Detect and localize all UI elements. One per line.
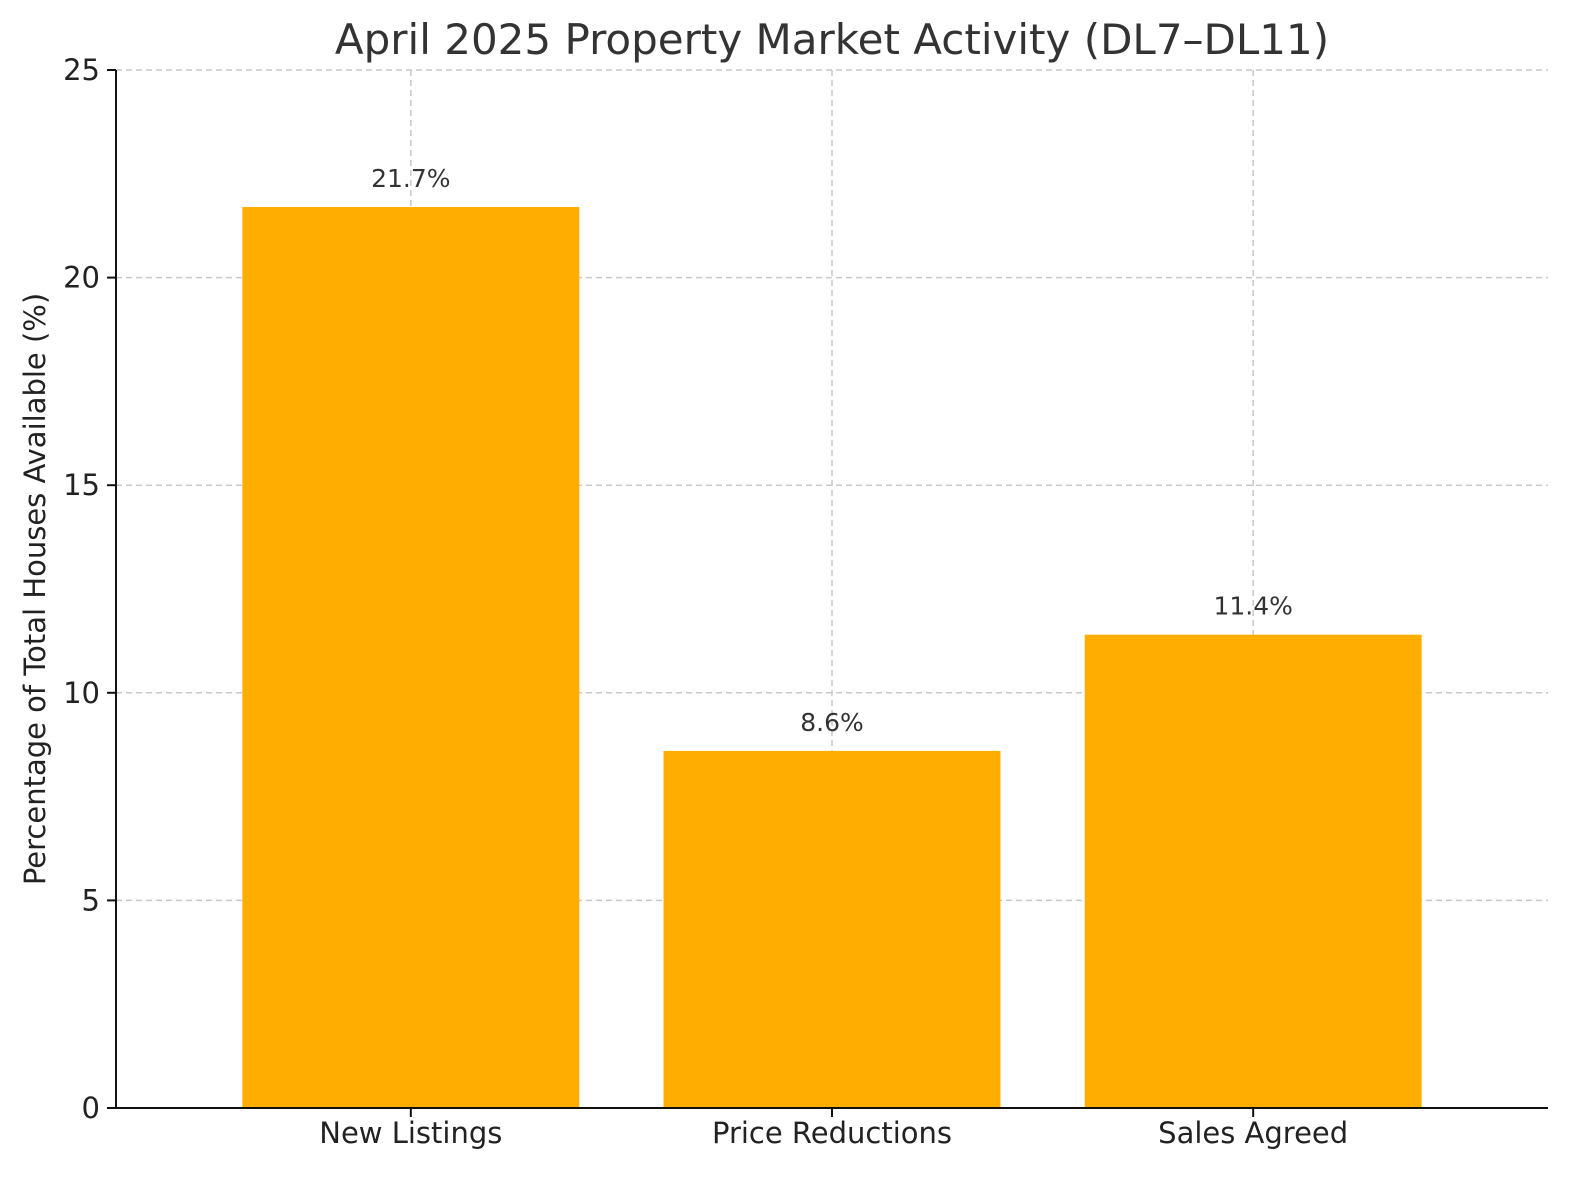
bar bbox=[242, 207, 580, 1109]
bar bbox=[663, 750, 1001, 1108]
bar-value-label: 11.4% bbox=[1213, 592, 1292, 621]
y-tick-label: 10 bbox=[63, 676, 100, 710]
chart-title: April 2025 Property Market Activity (DL7… bbox=[335, 15, 1329, 64]
y-tick-label: 20 bbox=[63, 261, 100, 295]
y-axis-ticks: 0 5 10 15 20 25 bbox=[63, 53, 116, 1125]
x-axis-ticks: New Listings Price Reductions Sales Agreed bbox=[319, 1108, 1348, 1150]
y-tick-label: 0 bbox=[82, 1091, 100, 1125]
bar-value-label: 8.6% bbox=[800, 708, 864, 737]
data-labels: 21.7% 8.6% 11.4% bbox=[371, 164, 1293, 737]
bars bbox=[242, 207, 1422, 1109]
x-tick-label: Price Reductions bbox=[712, 1116, 952, 1150]
bar-value-label: 21.7% bbox=[371, 164, 450, 193]
x-tick-label: New Listings bbox=[319, 1116, 502, 1150]
y-tick-label: 25 bbox=[63, 53, 100, 87]
x-tick-label: Sales Agreed bbox=[1158, 1116, 1348, 1150]
bar bbox=[1084, 634, 1422, 1108]
y-axis-label: Percentage of Total Houses Available (%) bbox=[18, 293, 52, 885]
y-tick-label: 15 bbox=[63, 468, 100, 502]
y-tick-label: 5 bbox=[82, 883, 100, 917]
